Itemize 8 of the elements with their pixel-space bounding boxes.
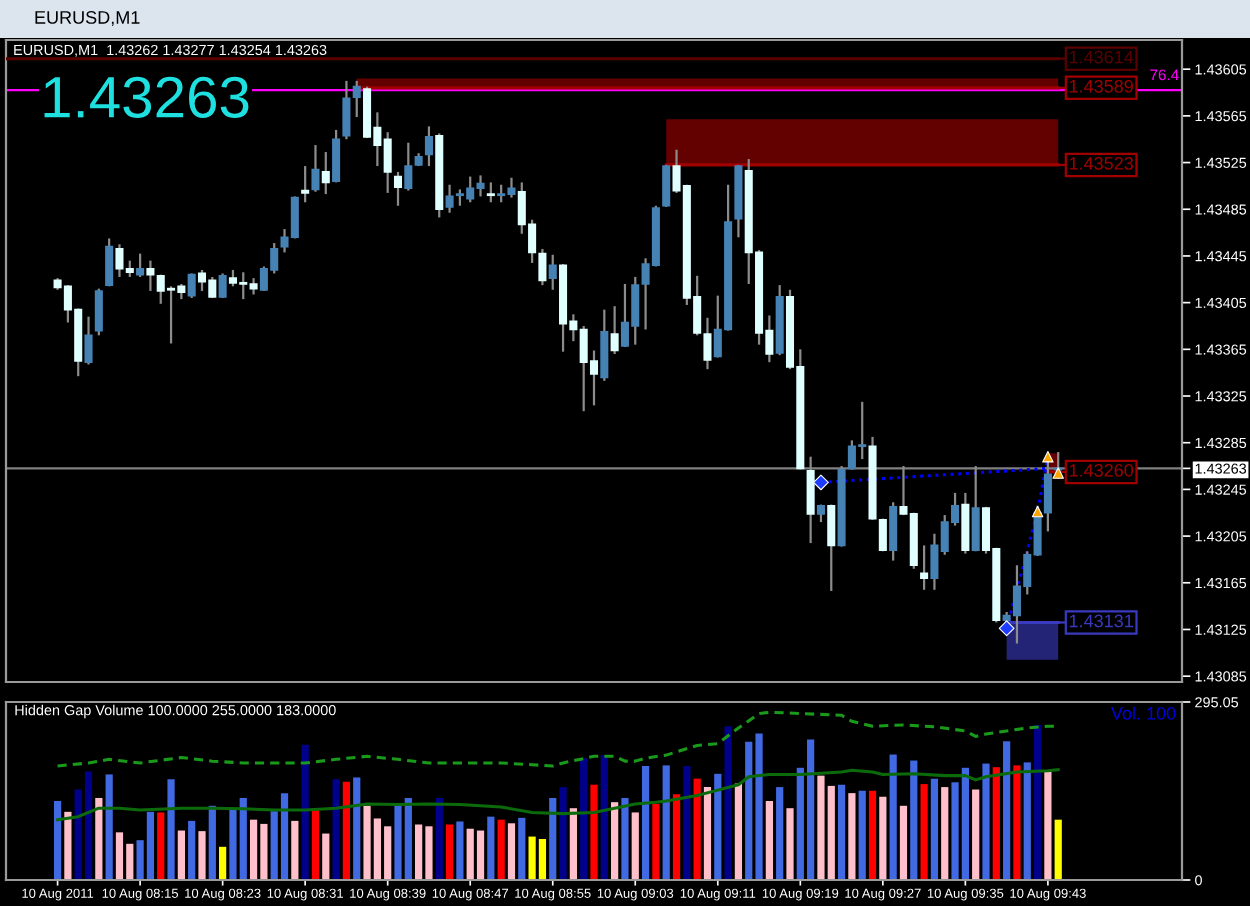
legend-label: 1.43589 [1069,79,1133,93]
legend-label: 1.43131 [1069,614,1133,628]
annotation: Vol. 100 [1110,706,1176,720]
legend-label: 1.43523 [1069,156,1133,170]
chart-title: EURUSD,M1 [35,11,140,26]
legend-label: 1.43614 [1069,50,1134,64]
annotation: 1.43263 [44,76,249,118]
legend-label: 1.43260 [1069,463,1134,477]
